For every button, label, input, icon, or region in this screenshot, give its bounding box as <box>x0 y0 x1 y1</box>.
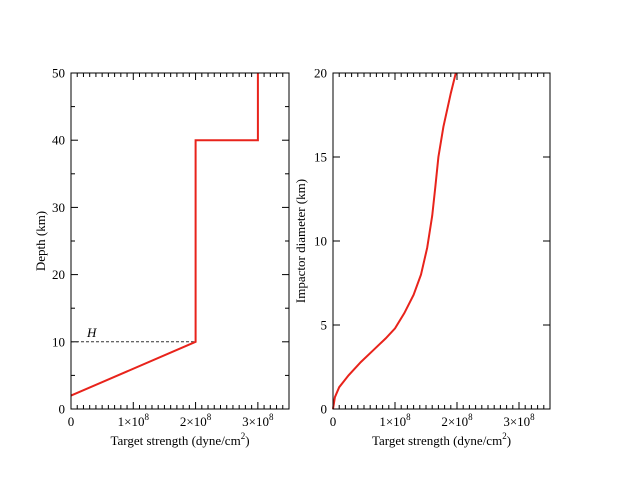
x-tick-label: 2×108 <box>180 412 212 429</box>
x-tick-exponent: 8 <box>207 412 212 422</box>
x-tick-label: 1×108 <box>118 412 150 429</box>
depth-panel: 0 1×108 2×108 3×108 0 10 20 30 40 50 H Target stren… <box>33 66 290 448</box>
y-tick-label: 20 <box>314 66 327 81</box>
x-tick-label: 2×108 <box>441 412 473 429</box>
y-tick-label: 30 <box>52 200 65 215</box>
h-label: H <box>86 325 97 340</box>
y-tick-label: 0 <box>321 402 328 417</box>
x-tick-label: 0 <box>68 414 75 429</box>
y-tick-label: 10 <box>52 334 65 349</box>
y-axis-label: Depth (km) <box>33 211 48 271</box>
plot-frame <box>70 72 290 410</box>
impactor-panel: 0 1×108 2×108 3×108 0 5 10 15 20 Target strength … <box>293 66 551 448</box>
x-tick-exponent: 8 <box>530 412 535 422</box>
x-tick-label: 3×108 <box>242 412 274 429</box>
y-tick-label: 10 <box>314 234 327 249</box>
x-axis-label-tail: ) <box>507 433 511 448</box>
x-tick-exponent: 8 <box>269 412 274 422</box>
x-tick-label: 3×108 <box>503 412 535 429</box>
y-tick-label: 5 <box>321 318 328 333</box>
x-axis-label-text: Target strength (dyne/cm <box>110 433 240 448</box>
y-tick-label: 15 <box>314 150 327 165</box>
x-tick-exponent: 8 <box>144 412 149 422</box>
x-tick-exponent: 8 <box>406 412 411 422</box>
x-axis-label: Target strength (dyne/cm2) <box>372 431 511 448</box>
x-axis-label-tail: ) <box>245 433 249 448</box>
y-tick-label: 20 <box>52 267 65 282</box>
x-tick-exponent: 8 <box>468 412 473 422</box>
x-tick-label: 0 <box>330 414 337 429</box>
x-axis-label-superscript: 2 <box>241 431 246 441</box>
x-axis-label-text: Target strength (dyne/cm <box>372 433 502 448</box>
plot-frame <box>332 72 551 410</box>
y-tick-label: 40 <box>52 133 65 148</box>
y-tick-label: 0 <box>59 402 66 417</box>
y-axis-label: Impactor diameter (km) <box>293 179 308 303</box>
series-line <box>332 72 457 410</box>
x-axis-label-superscript: 2 <box>502 431 507 441</box>
x-tick-label: 1×108 <box>379 412 411 429</box>
series-line <box>70 73 259 397</box>
x-axis-label: Target strength (dyne/cm2) <box>110 431 249 448</box>
y-tick-label: 50 <box>52 66 65 81</box>
